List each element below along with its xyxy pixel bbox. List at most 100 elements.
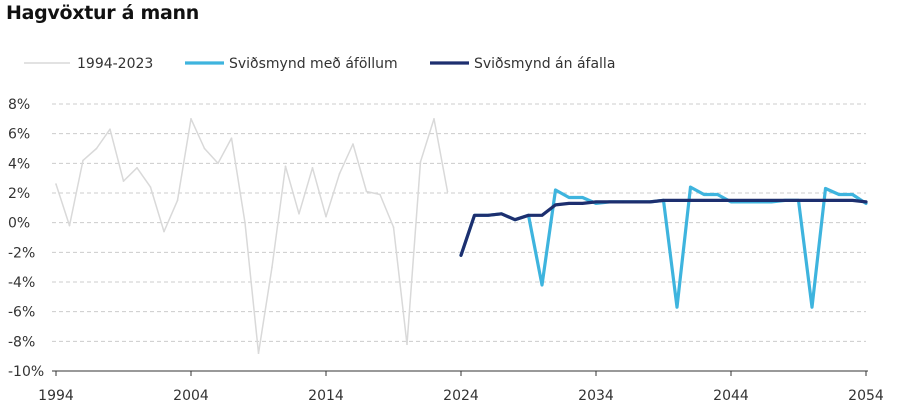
data-point (797, 199, 800, 202)
data-point (433, 118, 435, 120)
legend: 1994-2023 Sviðsmynd með áföllum Sviðsmynd … (24, 56, 615, 72)
data-point (703, 193, 705, 196)
data-point (163, 230, 165, 233)
data-point (554, 189, 557, 191)
data-point (271, 266, 273, 268)
data-point (811, 199, 813, 202)
x-axis: 1994 2004 2014 2024 2034 2044 2054 (38, 370, 884, 404)
y-tick-label: 2% (8, 186, 30, 202)
x-tick-label: 2034 (578, 388, 614, 404)
data-point (838, 193, 840, 196)
y-tick-label: -8% (8, 334, 35, 350)
data-point (122, 180, 125, 182)
data-point (55, 183, 57, 185)
data-point (622, 201, 624, 203)
y-tick-label: 6% (8, 127, 30, 143)
data-point (541, 284, 543, 286)
data-point (838, 199, 840, 202)
data-point (716, 193, 719, 196)
data-point (149, 186, 152, 188)
chart-title: Hagvöxtur á mann (6, 2, 199, 24)
data-point (379, 193, 381, 196)
y-tick-label: -2% (8, 245, 35, 261)
data-point (473, 214, 476, 217)
data-point (649, 201, 651, 203)
data-point (716, 199, 719, 202)
x-tick-label: 2024 (443, 388, 479, 404)
data-point (82, 159, 84, 162)
data-point (284, 165, 287, 168)
data-point (460, 254, 462, 257)
data-point (689, 199, 692, 202)
legend-label-3: Sviðsmynd án áfalla (474, 56, 615, 72)
data-point (811, 306, 813, 309)
data-point (608, 201, 611, 203)
data-point (784, 199, 786, 202)
data-point (500, 212, 503, 215)
data-point (824, 199, 827, 202)
data-point (743, 199, 746, 202)
data-point (217, 162, 219, 165)
data-point (190, 118, 192, 120)
data-point (662, 199, 665, 202)
data-point (419, 161, 422, 163)
data-point (352, 143, 354, 145)
x-tick-label: 2014 (308, 388, 344, 404)
data-point (365, 190, 368, 193)
data-point (689, 186, 692, 188)
data-point (514, 218, 516, 221)
y-tick-label: -4% (8, 275, 35, 291)
data-point (487, 214, 489, 217)
data-point (770, 199, 773, 202)
x-tick-label: 2004 (173, 388, 209, 404)
x-tick-label: 1994 (38, 388, 74, 404)
data-point (595, 201, 597, 203)
data-point (730, 199, 732, 202)
data-point (325, 215, 327, 218)
legend-label-1: 1994-2023 (77, 56, 153, 72)
series-lines (55, 118, 868, 355)
data-point (757, 199, 759, 202)
y-tick-label: 4% (8, 156, 30, 172)
data-point (865, 201, 867, 203)
data-point (68, 224, 71, 227)
data-point (230, 137, 233, 139)
data-point (446, 190, 449, 193)
data-point (676, 306, 678, 309)
gridlines (52, 103, 866, 342)
y-axis-tick-labels: -10% -8% -6% -4% -2% 0% 2% 4% 6% 8% (8, 97, 44, 380)
data-point (311, 166, 314, 169)
data-point (338, 172, 341, 175)
y-tick-label: -6% (8, 305, 35, 321)
y-tick-label: 0% (8, 216, 30, 232)
data-point (676, 199, 678, 202)
data-point (851, 199, 854, 202)
data-point (851, 193, 854, 196)
data-point (568, 196, 570, 199)
data-point (406, 343, 408, 346)
data-point (581, 196, 584, 199)
data-point (568, 202, 570, 205)
data-point (541, 214, 543, 217)
data-point (257, 352, 260, 355)
legend-label-2: Sviðsmynd með áföllum (229, 56, 398, 72)
x-tick-label: 2054 (848, 388, 884, 404)
x-tick-label: 2044 (713, 388, 749, 404)
data-point (136, 166, 138, 169)
data-point (95, 147, 98, 150)
data-point (298, 212, 300, 215)
y-tick-label: 8% (8, 97, 30, 113)
data-point (581, 202, 584, 205)
y-tick-label: -10% (8, 364, 44, 380)
data-point (824, 187, 827, 190)
series-line-1 (55, 118, 449, 354)
data-point (635, 201, 638, 203)
data-point (703, 199, 705, 202)
data-point (109, 128, 111, 131)
data-point (244, 221, 246, 224)
data-point (176, 199, 179, 202)
series-line-2 (459, 185, 868, 309)
data-point (554, 204, 557, 206)
data-point (203, 147, 206, 150)
